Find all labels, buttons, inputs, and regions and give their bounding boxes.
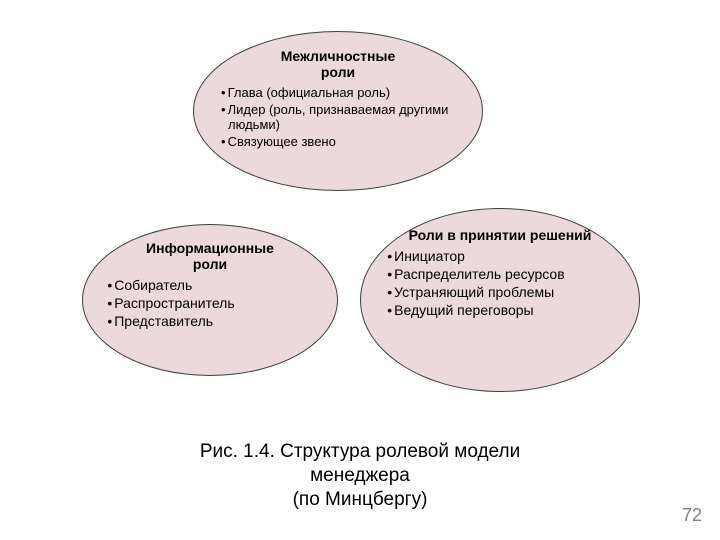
ellipse-items: СобирательРаспространительПредставитель (103, 276, 316, 330)
role-item: Представитель (107, 313, 316, 330)
ellipse-title: Межличностныероли (217, 48, 459, 80)
ellipse-informational-roles: Информационныероли СобирательРаспростран… (82, 224, 338, 376)
caption-line3: (по Минцбергу) (293, 489, 428, 510)
caption-line1: Рис. 1.4. Структура ролевой модели (200, 441, 520, 462)
role-item: Распределитель ресурсов (387, 266, 617, 283)
role-item: Устраняющий проблемы (387, 284, 617, 301)
role-item: Собиратель (107, 277, 316, 294)
role-item: Лидер (роль, признаваемая другими людьми… (221, 102, 459, 133)
ellipse-items: Глава (официальная роль)Лидер (роль, при… (217, 84, 459, 150)
ellipse-decision-roles: Роли в принятии решений ИнициаторРаспред… (360, 208, 640, 392)
figure-caption: Рис. 1.4. Структура ролевой модели менед… (0, 440, 720, 511)
role-item: Связующее звено (221, 134, 459, 150)
role-item: Инициатор (387, 248, 617, 265)
caption-line2: менеджера (310, 465, 410, 486)
role-item: Распространитель (107, 295, 316, 312)
ellipse-interpersonal-roles: Межличностныероли Глава (официальная рол… (193, 31, 483, 191)
diagram-canvas: Межличностныероли Глава (официальная рол… (0, 0, 720, 540)
role-item: Ведущий переговоры (387, 302, 617, 319)
ellipse-title: Информационныероли (103, 240, 316, 272)
role-item: Глава (официальная роль) (221, 85, 459, 101)
page-number: 72 (682, 505, 702, 526)
ellipse-title: Роли в принятии решений (383, 227, 617, 243)
ellipse-items: ИнициаторРаспределитель ресурсовУстраняю… (383, 247, 617, 319)
